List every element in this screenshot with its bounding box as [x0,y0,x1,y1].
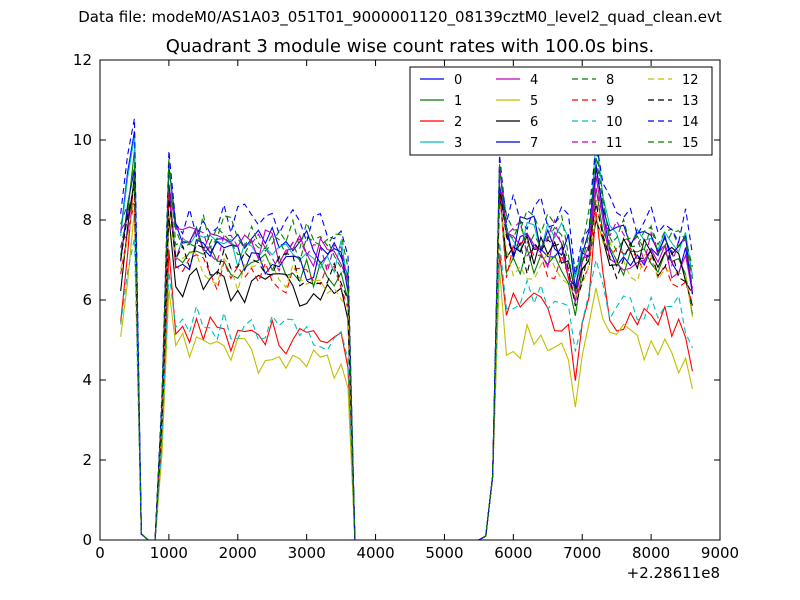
y-tick-label: 10 [73,131,92,149]
y-tick-label: 4 [82,371,92,389]
legend-label-2: 2 [454,115,462,130]
legend-label-7: 7 [530,136,538,151]
legend-label-10: 10 [606,115,623,130]
axis-ticks: 0 1000 2000 3000 4000 5000 6000 7000 8000 9000 0 2 4… [73,51,739,562]
x-tick-label: 4000 [356,544,394,562]
chart-title: Quadrant 3 module wise count rates with … [165,36,655,57]
legend-label-0: 0 [454,73,462,88]
y-tick-label: 8 [82,211,92,229]
x-tick-label: 0 [95,544,105,562]
series-line-1 [120,150,693,541]
legend-label-1: 1 [454,94,462,109]
x-offset-label: +2.28611e8 [627,564,720,582]
legend-label-3: 3 [454,136,462,151]
legend-label-6: 6 [530,115,538,130]
series-line-5 [120,210,693,541]
legend-label-5: 5 [530,94,538,109]
y-tick-label: 12 [73,51,92,69]
legend-label-13: 13 [682,94,699,109]
series-line-12 [120,196,693,541]
x-tick-label: 6000 [494,544,532,562]
x-tick-label: 9000 [701,544,739,562]
y-tick-label: 0 [82,531,92,549]
legend-box [409,66,713,156]
y-tick-label: 6 [82,291,92,309]
x-tick-label: 2000 [219,544,257,562]
legend-label-9: 9 [606,94,614,109]
legend-label-11: 11 [606,136,623,151]
x-tick-label: 8000 [632,544,670,562]
x-tick-label: 3000 [288,544,326,562]
y-tick-label: 2 [82,451,92,469]
series-line-9 [120,190,693,541]
figure-suptitle: Data file: modeM0/AS1A03_051T01_90000011… [78,8,722,26]
legend-label-14: 14 [682,115,699,130]
series-lines-layer [120,118,693,541]
legend-label-4: 4 [530,73,538,88]
x-tick-label: 1000 [150,544,188,562]
x-tick-label: 7000 [563,544,601,562]
legend-label-15: 15 [682,136,699,151]
legend-label-12: 12 [682,73,699,88]
x-tick-label: 5000 [425,544,463,562]
series-line-8 [120,147,693,541]
series-line-0 [120,131,693,541]
series-line-3 [120,135,693,541]
legend-label-8: 8 [606,73,614,88]
